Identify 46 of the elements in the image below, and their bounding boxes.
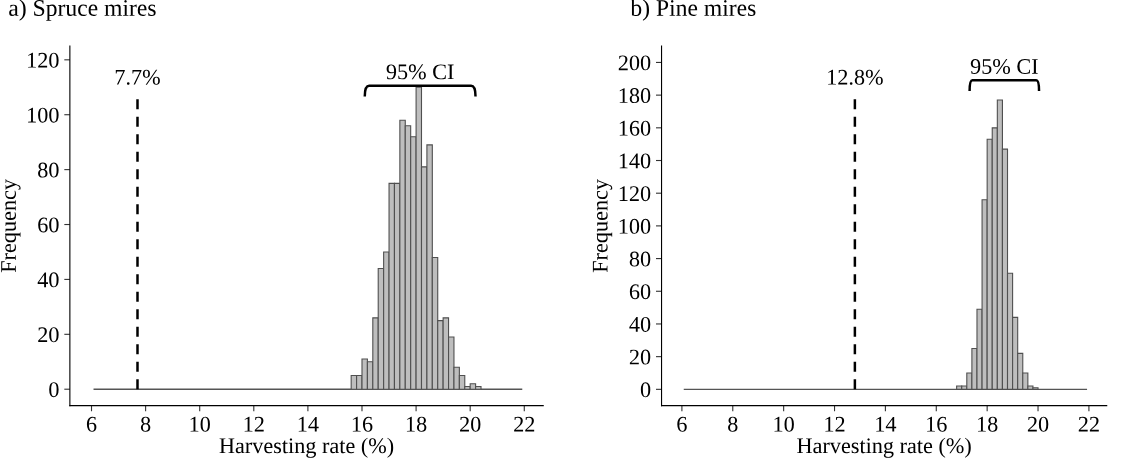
x-tick-label: 22	[514, 416, 535, 432]
y-tick-label: 200	[618, 55, 651, 71]
chart-title: a) Spruce mires	[9, 0, 156, 21]
y-tick-label: 120	[619, 186, 651, 202]
x-tick-label: 6	[677, 416, 687, 432]
y-tick-label: 100	[619, 218, 651, 234]
y-tick-label: 120	[28, 52, 59, 68]
x-tick-label: 8	[728, 416, 738, 432]
y-tick-label: 160	[619, 120, 651, 136]
y-tick-label: 20	[629, 349, 651, 365]
y-tick-label: 100	[28, 107, 59, 123]
y-tick-label: 140	[619, 153, 651, 169]
x-tick-label: 18	[978, 416, 998, 432]
x-tick-label: 14	[298, 416, 319, 432]
y-tick-label: 40	[629, 316, 651, 332]
annotation: 95% CI	[386, 64, 454, 80]
x-tick-label: 12	[825, 416, 845, 432]
x-axis-title: Harvesting rate (%)	[219, 437, 394, 458]
y-tick-label: 60	[629, 284, 651, 300]
y-tick-label: 80	[629, 251, 651, 267]
x-tick-label: 10	[774, 416, 794, 432]
y-tick-label: 40	[37, 272, 59, 288]
x-tick-label: 20	[1027, 416, 1049, 432]
x-tick-label: 12	[244, 416, 264, 432]
ref-line-label: 7.7%	[115, 69, 160, 85]
y-tick-label: 0	[640, 382, 651, 398]
x-tick-label: 14	[876, 416, 897, 432]
y-tick-label: 60	[38, 217, 59, 233]
y-tick-label: 0	[49, 382, 59, 398]
x-tick-label: 16	[352, 416, 373, 432]
y-axis-title: Frequency	[592, 179, 613, 273]
x-tick-label: 16	[927, 416, 947, 432]
y-tick-label: 80	[38, 162, 59, 178]
x-tick-label: 18	[406, 416, 427, 432]
ref-line-label: 12.8%	[828, 69, 883, 85]
x-axis-title: Harvesting rate (%)	[797, 437, 971, 458]
x-tick-label: 10	[190, 416, 210, 432]
x-tick-label: 22	[1078, 416, 1099, 432]
chart-title: b) Pine mires	[630, 0, 756, 21]
x-tick-label: 8	[140, 416, 151, 432]
y-tick-label: 20	[38, 327, 59, 343]
y-axis-title: Frequency	[1, 179, 21, 273]
x-tick-label: 20	[460, 416, 481, 432]
annotation: 95% CI	[970, 58, 1038, 75]
x-tick-label: 6	[86, 416, 97, 432]
y-tick-label: 180	[619, 88, 651, 104]
